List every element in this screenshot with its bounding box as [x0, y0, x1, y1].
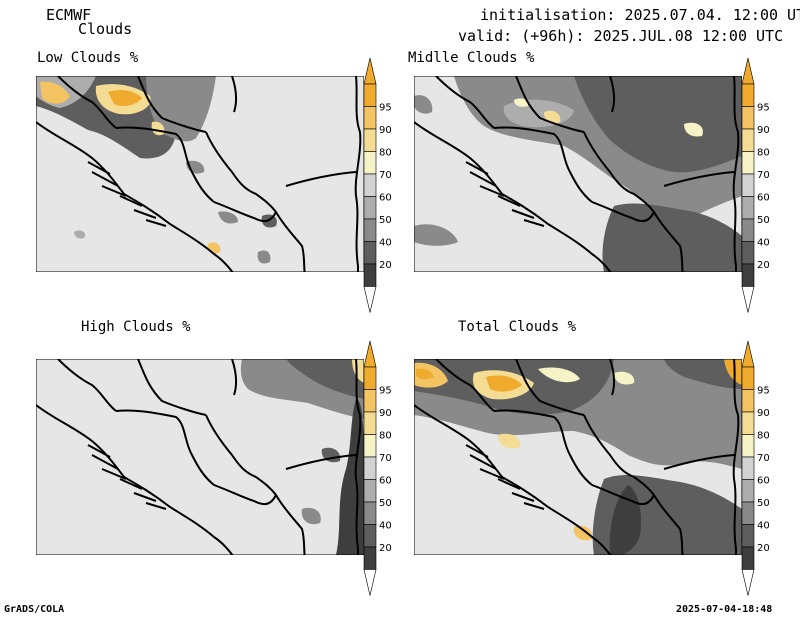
- colorbar-swatch: [741, 546, 755, 570]
- colorbar-total: 95 90 80 70 60 50 40 20: [741, 340, 770, 596]
- init-time: initialisation: 2025.07.04. 12:00 UTC: [480, 6, 800, 24]
- colorbar-swatch: [363, 546, 377, 570]
- colorbar-swatch: [363, 173, 377, 197]
- colorbar-label: 20: [757, 260, 770, 271]
- colorbar-label: 80: [379, 431, 392, 442]
- colorbar-arrow-top: [363, 57, 377, 85]
- colorbar-arrow-top: [363, 340, 377, 368]
- colorbar-swatch: [363, 128, 377, 152]
- colorbar-label: 40: [379, 238, 392, 249]
- product-name: Clouds: [78, 20, 133, 38]
- colorbar-label: 60: [757, 193, 770, 204]
- valid-time: valid: (+96h): 2025.JUL.08 12:00 UTC: [458, 27, 784, 45]
- colorbar-label: 90: [379, 125, 392, 136]
- colorbar-label: 20: [379, 260, 392, 271]
- colorbar-swatch: [363, 389, 377, 413]
- colorbar-label: 70: [757, 170, 770, 181]
- colorbar-swatch: [741, 106, 755, 130]
- colorbar-label: 90: [757, 408, 770, 419]
- colorbar-label: 80: [757, 431, 770, 442]
- panel-title-total: Total Clouds %: [458, 319, 577, 335]
- panel-title-low: Low Clouds %: [37, 50, 139, 66]
- panel-title-high: High Clouds %: [81, 319, 191, 335]
- colorbar-arrow-top: [741, 57, 755, 85]
- colorbar-label: 40: [757, 238, 770, 249]
- colorbar-arrow-bottom: [741, 569, 755, 596]
- footer-software: GrADS/COLA: [4, 604, 65, 615]
- colorbar-swatch: [741, 241, 755, 265]
- colorbar-low: 95 90 80 70 60 50 40 20: [363, 57, 392, 313]
- colorbar-swatch: [741, 218, 755, 242]
- colorbar-swatch: [363, 434, 377, 458]
- colorbar-label: 70: [379, 170, 392, 181]
- colorbar-label: 60: [379, 193, 392, 204]
- map-panel-low-clouds: [36, 76, 364, 272]
- colorbar-label: 60: [379, 476, 392, 487]
- colorbar-swatch: [363, 196, 377, 220]
- colorbar-label: 40: [379, 521, 392, 532]
- colorbar-swatch: [363, 106, 377, 130]
- colorbar-label: 50: [379, 215, 392, 226]
- colorbar-swatch: [741, 173, 755, 197]
- colorbar-label: 70: [757, 453, 770, 464]
- colorbar-swatch: [363, 263, 377, 287]
- colorbar-swatch: [741, 263, 755, 287]
- footer-timestamp: 2025-07-04-18:48: [676, 604, 773, 615]
- colorbar-label: 20: [379, 543, 392, 554]
- colorbar-label: 50: [379, 498, 392, 509]
- colorbar-label: 50: [757, 215, 770, 226]
- model-name: ECMWF: [46, 6, 92, 24]
- colorbar-label: 95: [379, 386, 392, 397]
- colorbar-label: 60: [757, 476, 770, 487]
- colorbar-swatch: [363, 218, 377, 242]
- colorbar-swatch: [741, 128, 755, 152]
- colorbar-label: 40: [757, 521, 770, 532]
- colorbar-arrow-bottom: [363, 569, 377, 596]
- colorbar-swatch: [363, 241, 377, 265]
- colorbar-swatch: [363, 151, 377, 175]
- colorbar-swatch: [741, 366, 755, 390]
- colorbar-swatch: [741, 524, 755, 548]
- colorbar-swatch: [741, 389, 755, 413]
- colorbar-arrow-bottom: [363, 286, 377, 313]
- colorbar-swatch: [741, 411, 755, 435]
- map-panel-total-clouds: [414, 359, 742, 555]
- colorbar-label: 90: [757, 125, 770, 136]
- colorbar-swatch: [741, 501, 755, 525]
- colorbar-label: 70: [379, 453, 392, 464]
- colorbar-swatch: [741, 151, 755, 175]
- colorbar-swatch: [741, 83, 755, 107]
- colorbar-label: 80: [379, 148, 392, 159]
- colorbar-high: 95 90 80 70 60 50 40 20: [363, 340, 392, 596]
- colorbar-label: 20: [757, 543, 770, 554]
- colorbar-swatch: [363, 479, 377, 503]
- colorbar-label: 80: [757, 148, 770, 159]
- colorbar-swatch: [363, 501, 377, 525]
- colorbar-swatch: [363, 456, 377, 480]
- colorbar-swatch: [741, 479, 755, 503]
- colorbar-label: 95: [757, 103, 770, 114]
- map-panel-middle-clouds: [414, 76, 742, 272]
- colorbar-swatch: [363, 524, 377, 548]
- colorbar-label: 50: [757, 498, 770, 509]
- colorbar-swatch: [363, 411, 377, 435]
- colorbar-middle: 95 90 80 70 60 50 40 20: [741, 57, 770, 313]
- colorbar-swatch: [363, 83, 377, 107]
- colorbar-label: 95: [379, 103, 392, 114]
- map-panel-high-clouds: [36, 359, 364, 555]
- colorbar-label: 90: [379, 408, 392, 419]
- colorbar-arrow-bottom: [741, 286, 755, 313]
- colorbar-label: 95: [757, 386, 770, 397]
- colorbar-arrow-top: [741, 340, 755, 368]
- colorbar-swatch: [741, 196, 755, 220]
- colorbar-swatch: [741, 434, 755, 458]
- colorbar-swatch: [363, 366, 377, 390]
- panel-title-middle: Midlle Clouds %: [408, 50, 535, 66]
- colorbar-swatch: [741, 456, 755, 480]
